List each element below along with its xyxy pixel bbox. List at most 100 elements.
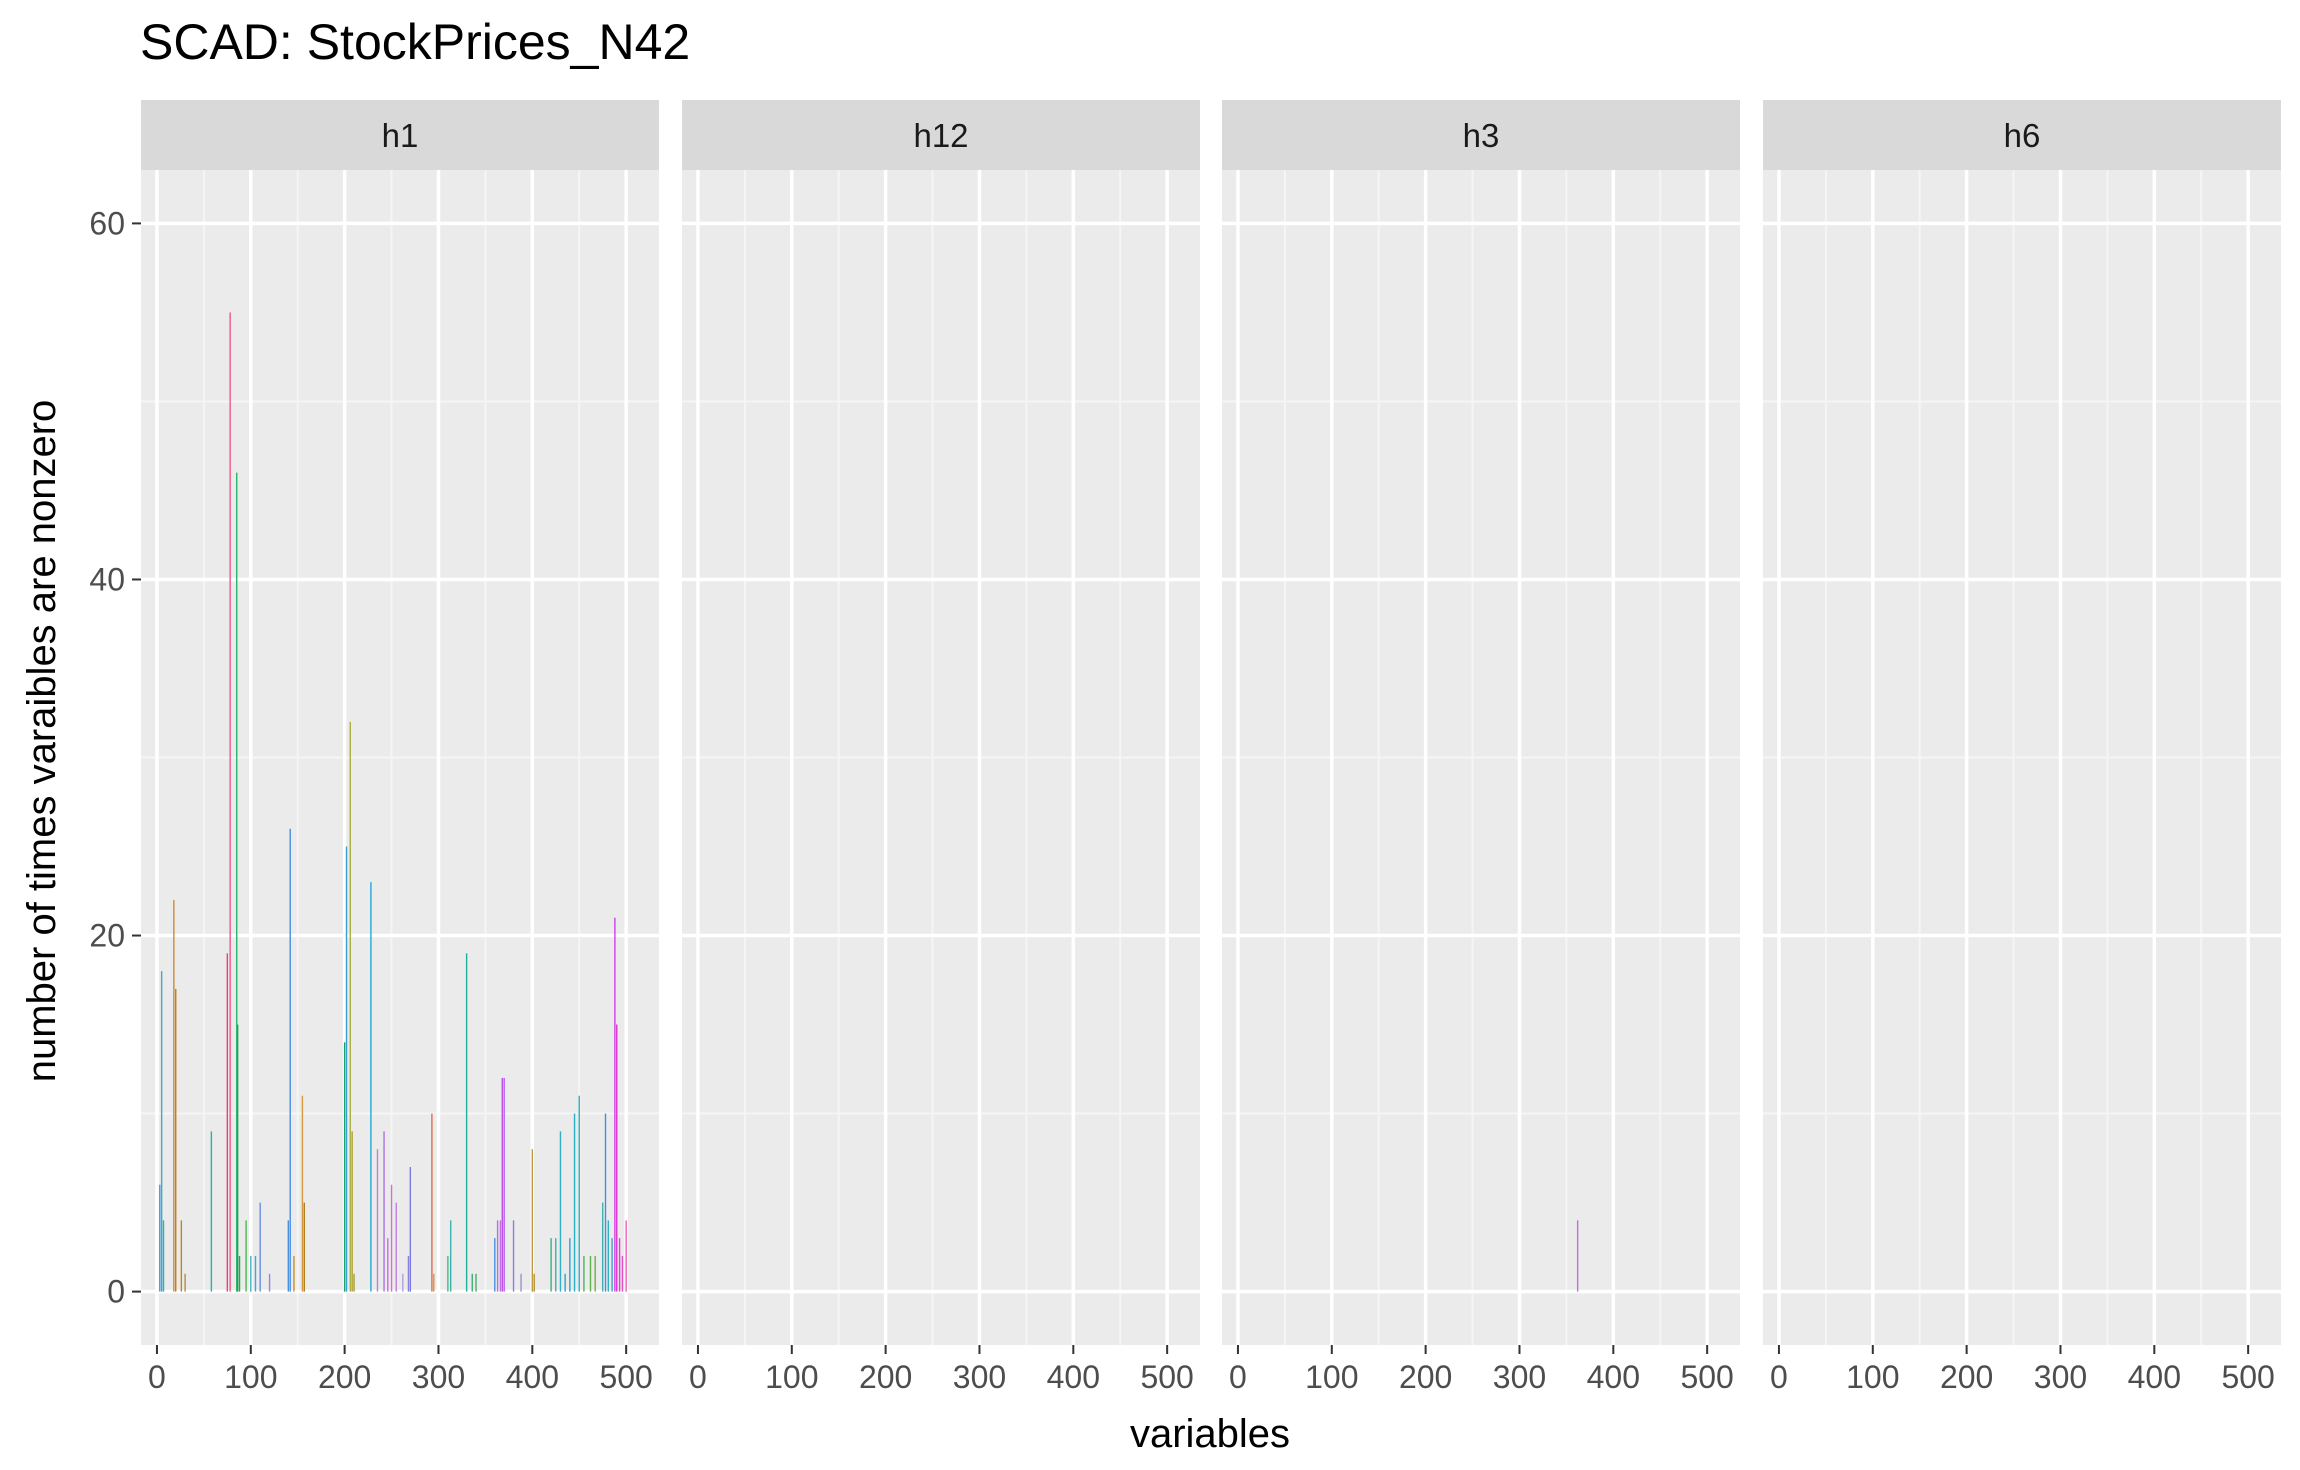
bar — [520, 1273, 522, 1292]
bar — [569, 1238, 571, 1292]
bar — [447, 1255, 449, 1292]
bar — [618, 1238, 621, 1292]
bar — [370, 882, 372, 1292]
bar — [293, 1255, 295, 1292]
bar — [395, 1202, 397, 1292]
x-tick-label: 0 — [148, 1359, 166, 1395]
y-tick-label: 60 — [89, 205, 125, 241]
bar — [287, 1220, 290, 1292]
bar — [578, 1095, 580, 1292]
bar — [173, 899, 175, 1292]
x-tick-label: 400 — [2128, 1359, 2181, 1395]
bar — [236, 1024, 239, 1292]
y-tick-label: 0 — [107, 1274, 125, 1310]
bar — [503, 1077, 505, 1292]
bar — [616, 1024, 618, 1292]
x-tick-label: 400 — [1047, 1359, 1100, 1395]
bar — [383, 1131, 385, 1292]
facet-panel-h3: h3 0 100 200 300 400 500 — [1222, 100, 1740, 1395]
bar — [496, 1220, 499, 1292]
bar — [533, 1273, 535, 1292]
bar — [621, 1255, 624, 1292]
x-tick-label: 300 — [953, 1359, 1006, 1395]
bar — [494, 1238, 496, 1292]
bar — [449, 1220, 452, 1292]
chart-title: SCAD: StockPrices_N42 — [140, 14, 690, 70]
bar — [343, 1042, 346, 1292]
bar — [289, 828, 291, 1292]
bar — [475, 1273, 477, 1292]
bar — [1576, 1220, 1579, 1292]
bar — [180, 1220, 183, 1292]
bar — [254, 1255, 257, 1292]
x-tick-label: 300 — [1493, 1359, 1546, 1395]
bar — [407, 1255, 410, 1292]
x-tick-label: 100 — [1305, 1359, 1358, 1395]
bar — [501, 1077, 503, 1292]
bar — [431, 1113, 433, 1292]
bar — [531, 1149, 534, 1292]
bar — [471, 1273, 473, 1292]
bar — [349, 721, 351, 1292]
facet-strip-label: h6 — [2004, 117, 2041, 154]
bar — [226, 953, 229, 1292]
bar — [601, 1202, 604, 1292]
bar — [303, 1202, 305, 1292]
x-tick-label: 500 — [599, 1359, 652, 1395]
x-tick-label: 100 — [765, 1359, 818, 1395]
x-tick-label: 200 — [1399, 1359, 1452, 1395]
x-tick-label: 200 — [859, 1359, 912, 1395]
x-tick-label: 200 — [318, 1359, 371, 1395]
bar — [499, 1220, 502, 1292]
bar — [376, 1149, 379, 1292]
y-tick-label: 40 — [89, 561, 125, 597]
bar — [607, 1220, 610, 1292]
x-axis-title: variables — [1130, 1412, 1290, 1456]
bar — [184, 1273, 186, 1292]
bar — [390, 1184, 393, 1292]
x-tick-label: 0 — [1229, 1359, 1247, 1395]
bar — [160, 971, 163, 1292]
bar — [245, 1220, 247, 1292]
y-axis-title: number of times varaibles are nonzero — [20, 400, 64, 1083]
x-tick-label: 200 — [1940, 1359, 1993, 1395]
x-tick-label: 500 — [1680, 1359, 1733, 1395]
x-tick-label: 400 — [506, 1359, 559, 1395]
bar — [555, 1238, 557, 1292]
bar — [604, 1113, 607, 1292]
bar — [250, 1255, 252, 1292]
bar — [238, 1255, 241, 1292]
facet-strip — [141, 100, 659, 170]
facet-strip-label: h1 — [382, 117, 419, 154]
bar — [573, 1113, 576, 1292]
x-tick-label: 100 — [1846, 1359, 1899, 1395]
bar — [402, 1273, 404, 1292]
bar — [611, 1238, 613, 1292]
x-tick-label: 300 — [2034, 1359, 2087, 1395]
facet-panel-h12: h12 0 100 200 300 400 500 — [682, 100, 1200, 1395]
facet-panel-h1: h1 0 100 200 300 400 500 — [141, 100, 659, 1395]
bar — [301, 1095, 304, 1292]
bar — [589, 1255, 592, 1292]
bar — [433, 1273, 435, 1292]
facet-strip — [1222, 100, 1740, 170]
x-tick-label: 0 — [1770, 1359, 1788, 1395]
facet-strip — [1763, 100, 2281, 170]
x-tick-label: 500 — [2221, 1359, 2274, 1395]
bar — [351, 1131, 353, 1292]
bar — [550, 1238, 552, 1292]
bar — [175, 988, 177, 1292]
bar — [409, 1166, 412, 1292]
facet-strip-label: h12 — [913, 117, 968, 154]
facet-strip — [682, 100, 1200, 170]
bar — [162, 1220, 165, 1292]
bar — [465, 953, 468, 1292]
bar — [594, 1255, 596, 1292]
bar — [268, 1273, 271, 1292]
bar — [583, 1255, 585, 1292]
y-axis: 0 20 40 60 — [89, 205, 141, 1310]
bar — [345, 846, 348, 1292]
bar — [387, 1238, 389, 1292]
facet-strip-label: h3 — [1463, 117, 1500, 154]
